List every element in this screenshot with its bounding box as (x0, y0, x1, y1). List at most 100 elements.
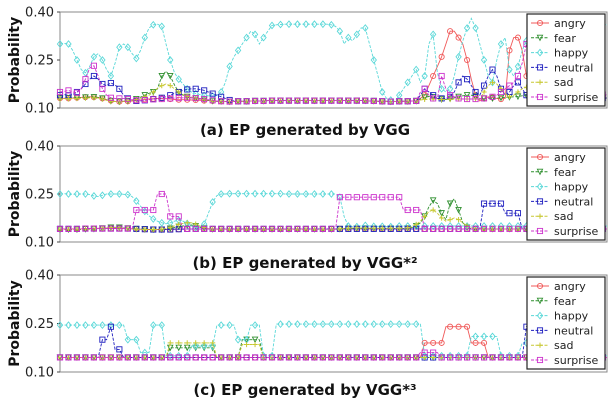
data-point-sad (337, 226, 343, 232)
data-point-surprise (73, 89, 81, 96)
data-point-happy (226, 189, 233, 198)
legend-label-angry: angry (554, 151, 586, 164)
data-point-angry (455, 323, 462, 330)
data-point-surprise (455, 225, 462, 232)
data-point-happy (234, 335, 242, 344)
data-point-surprise (497, 225, 505, 232)
data-point-happy (336, 193, 344, 202)
data-point-angry (430, 339, 437, 346)
legend-box (526, 13, 606, 107)
data-point-surprise (455, 95, 462, 102)
data-point-surprise (438, 225, 445, 232)
data-point-sad (193, 340, 199, 346)
data-point-surprise (362, 354, 369, 361)
data-point-sad (150, 226, 156, 233)
data-point-sad (74, 95, 80, 101)
y-axis-label: Probability (7, 280, 23, 367)
data-point-neutral (514, 210, 522, 217)
data-point-sad (91, 95, 97, 101)
data-point-surprise (124, 95, 131, 103)
y-tick-label: 0.40 (25, 6, 54, 21)
data-point-happy (268, 189, 276, 198)
data-point-happy (133, 54, 140, 63)
data-point-surprise (235, 225, 242, 232)
data-point-happy (379, 88, 386, 96)
data-point-happy (345, 320, 352, 329)
data-point-happy (311, 190, 318, 198)
data-point-happy (99, 56, 106, 64)
data-point-surprise (387, 194, 394, 201)
data-point-surprise (387, 354, 394, 361)
data-point-neutral (489, 66, 496, 73)
data-point-surprise (107, 94, 114, 101)
data-point-surprise (56, 354, 64, 361)
data-point-happy (251, 321, 259, 330)
data-point-happy (175, 75, 182, 84)
data-point-happy (370, 320, 377, 329)
legend-label-happy: happy (554, 310, 589, 323)
series-surprise (56, 326, 607, 361)
legend-label-sad: sad (554, 339, 573, 352)
data-point-sad (167, 224, 173, 230)
data-point-surprise (328, 97, 335, 104)
data-point-fear (166, 72, 174, 80)
data-point-neutral (116, 346, 123, 353)
data-point-surprise (268, 97, 276, 104)
data-point-angry (430, 72, 437, 80)
data-point-fear (438, 210, 445, 217)
data-point-happy (234, 46, 242, 55)
data-point-surprise (497, 88, 505, 96)
data-point-surprise (158, 95, 165, 103)
data-point-surprise (302, 354, 309, 361)
data-point-surprise (133, 354, 140, 361)
data-point-fear (421, 94, 428, 102)
data-point-surprise (421, 225, 428, 232)
data-point-surprise (133, 97, 140, 104)
data-point-neutral (192, 85, 199, 92)
data-point-surprise (328, 354, 335, 361)
data-point-surprise (65, 225, 72, 232)
data-point-happy (328, 20, 335, 29)
data-point-sad (99, 96, 106, 102)
y-axis-label: Probability (7, 151, 23, 238)
legend-label-fear: fear (554, 295, 576, 308)
data-point-sad (422, 354, 428, 361)
data-point-happy (124, 335, 132, 344)
data-point-happy (387, 320, 394, 329)
y-tick-label: 0.10 (25, 236, 54, 251)
data-point-happy (413, 320, 420, 329)
data-point-happy (362, 320, 369, 329)
data-point-sad (388, 225, 394, 231)
data-point-fear (463, 92, 471, 99)
data-point-fear (489, 95, 496, 103)
data-point-surprise (379, 194, 386, 201)
data-point-happy (226, 62, 233, 71)
legend-label-fear: fear (554, 166, 576, 179)
data-point-happy (362, 24, 369, 32)
data-point-happy (480, 332, 488, 341)
data-point-surprise (506, 225, 513, 232)
data-point-surprise (116, 225, 123, 232)
data-point-happy (421, 72, 428, 80)
data-point-surprise (421, 85, 428, 92)
data-point-surprise (353, 354, 360, 361)
data-point-surprise (489, 354, 496, 361)
data-point-angry (447, 323, 454, 330)
legend-label-surprise: surprise (554, 91, 599, 104)
data-point-surprise (413, 206, 420, 214)
data-point-happy (404, 78, 411, 87)
legend-marker-angry (536, 282, 544, 290)
data-point-surprise (336, 354, 343, 361)
data-point-happy (413, 65, 420, 74)
data-point-surprise (362, 194, 369, 201)
data-point-surprise (226, 98, 233, 105)
data-point-happy (336, 320, 344, 329)
data-point-surprise (464, 225, 471, 232)
panel-caption: (a) EP generated by VGG (200, 121, 410, 139)
data-point-surprise (260, 225, 267, 232)
data-point-happy (302, 190, 310, 198)
data-point-happy (268, 21, 276, 30)
legend-marker-neutral (536, 198, 544, 205)
data-point-surprise (252, 97, 259, 105)
data-point-sad (57, 96, 63, 102)
